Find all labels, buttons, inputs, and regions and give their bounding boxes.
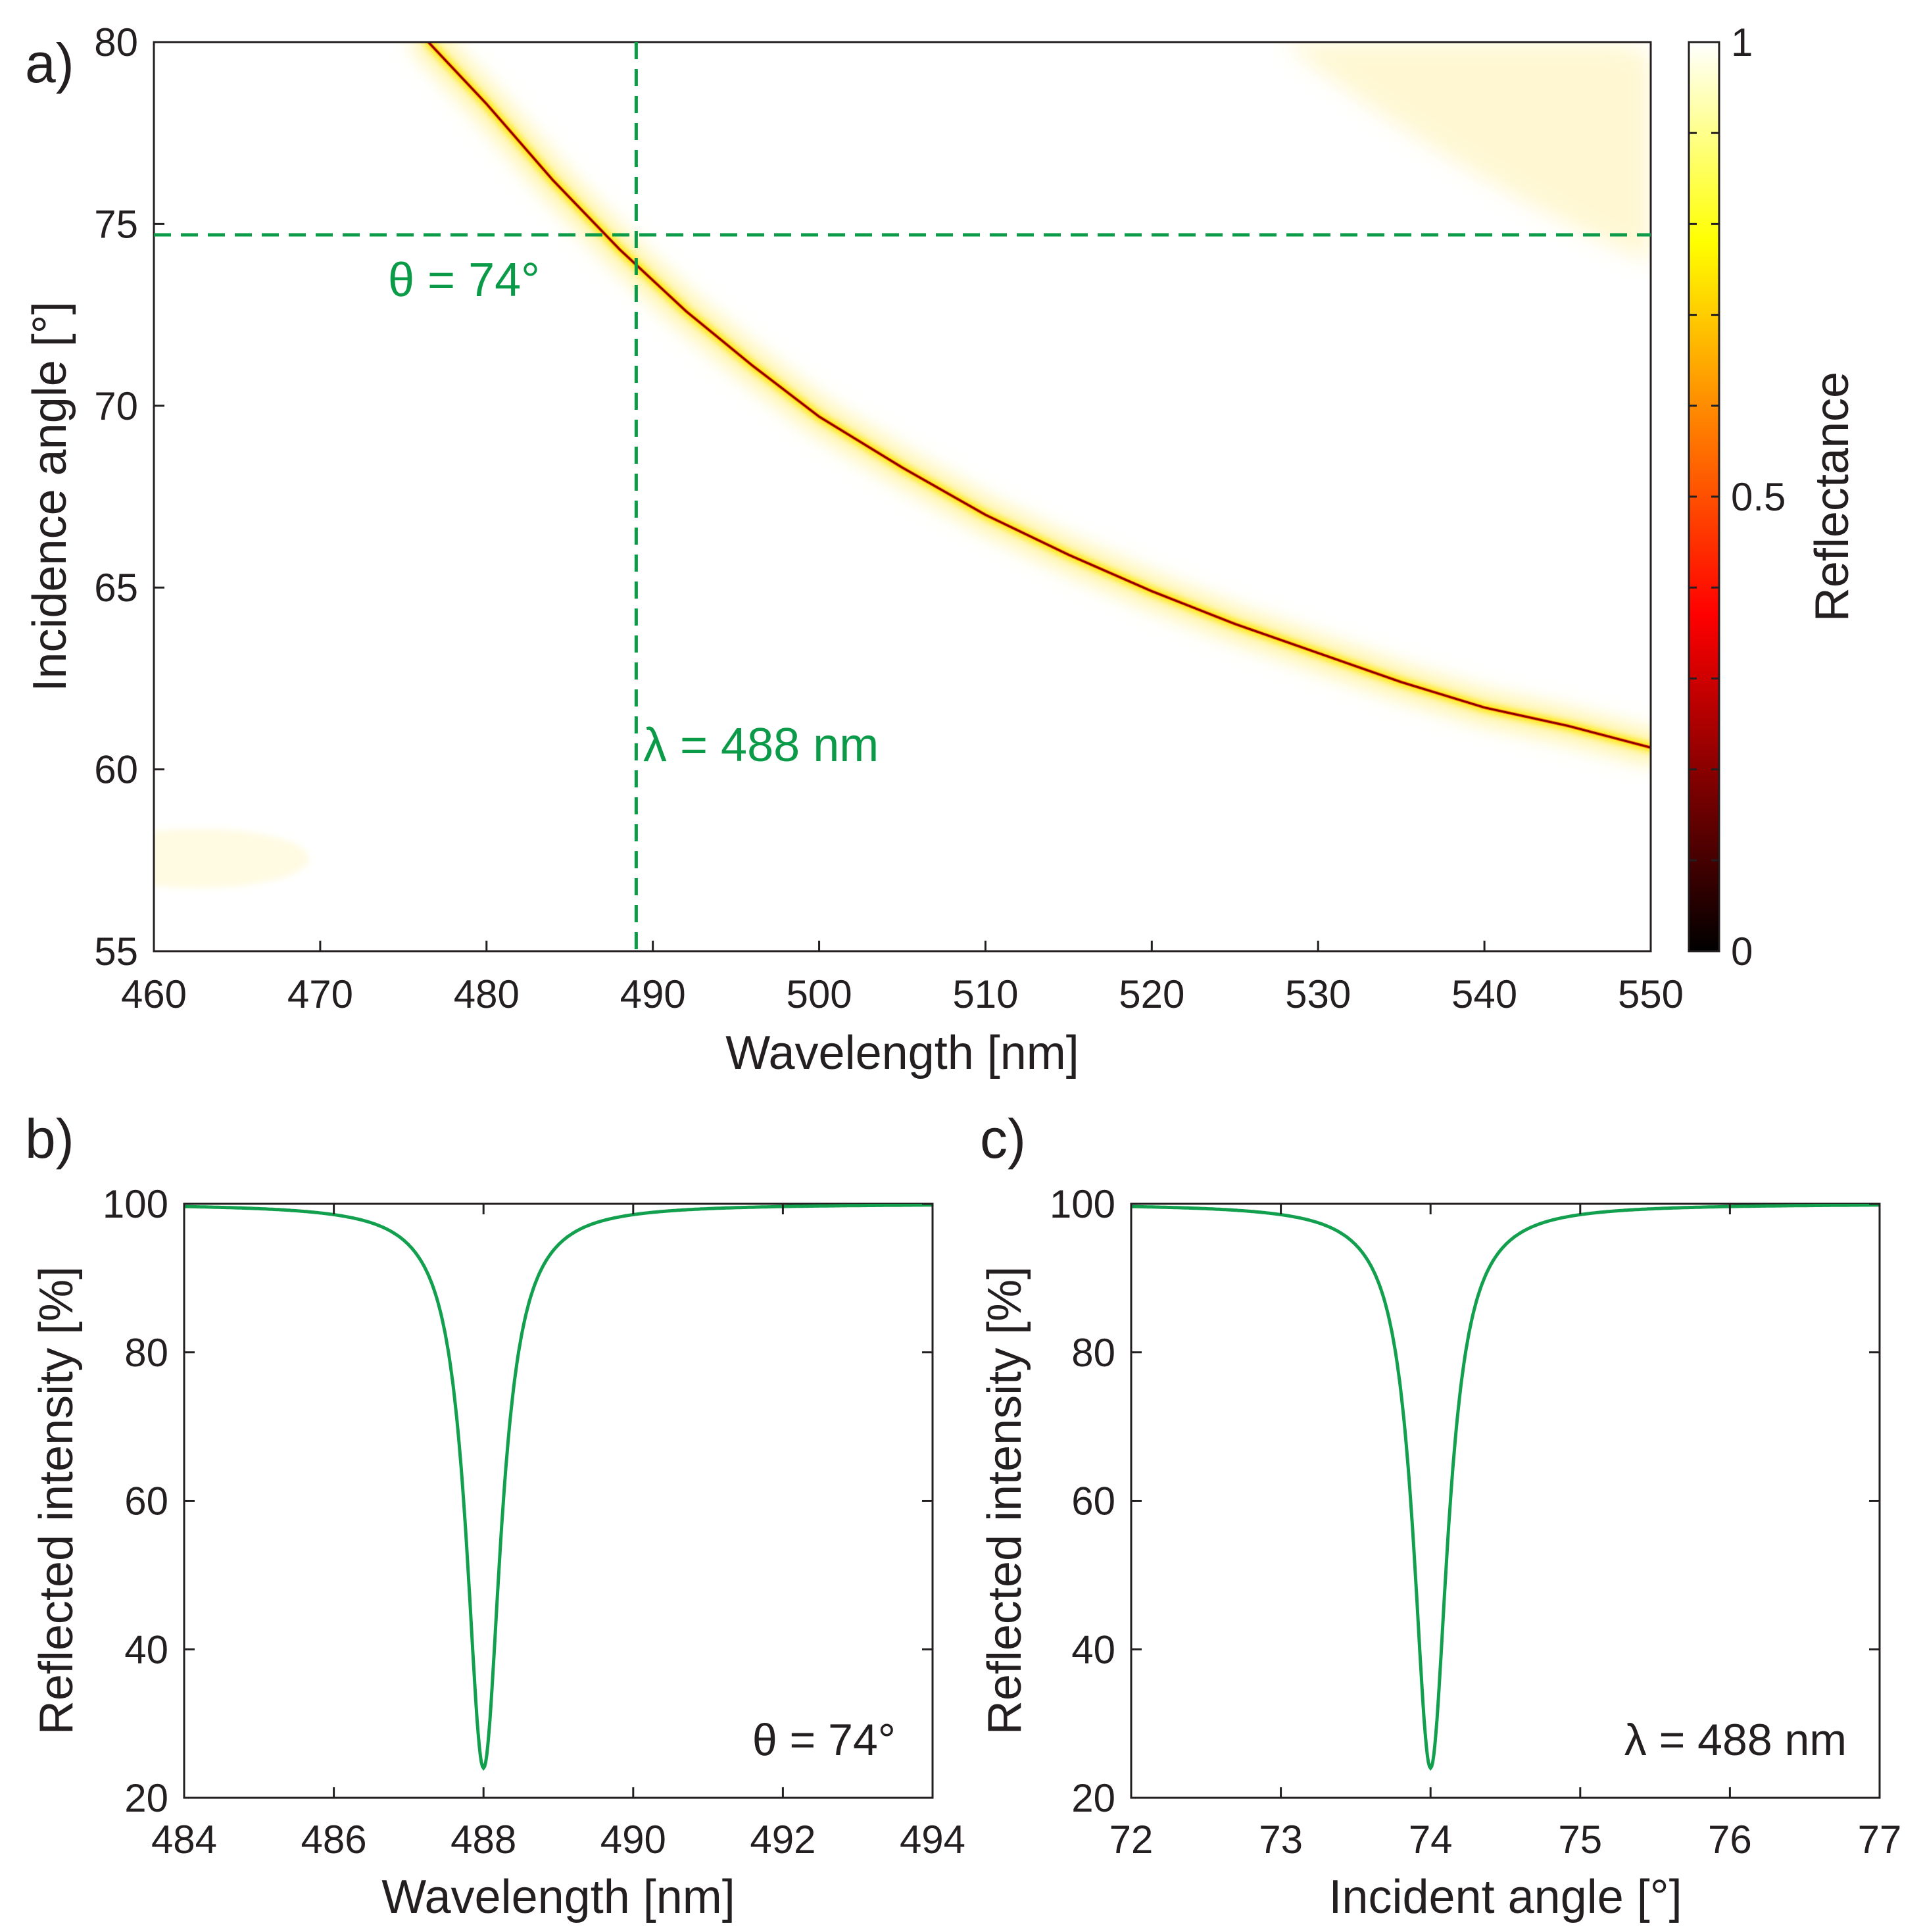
y-tick-label: 80 (124, 1331, 168, 1375)
panel-c-label: c) (980, 1108, 1026, 1170)
y-tick-label: 40 (124, 1627, 168, 1672)
heatmap-background (154, 42, 1651, 951)
x-tick-label: 490 (600, 1818, 666, 1862)
plot-frame-c (1130, 1202, 1881, 1799)
x-axis-label-a: Wavelength [nm] (725, 1027, 1079, 1079)
x-tick-label: 484 (151, 1818, 217, 1862)
angle-annotation-b: θ = 74° (752, 1715, 896, 1765)
panel-a-label: a) (25, 32, 74, 94)
x-tick-label: 492 (750, 1818, 815, 1862)
x-tick-label: 494 (900, 1818, 965, 1862)
x-axis-label-c: Incident angle [°] (1328, 1871, 1682, 1923)
x-tick-label: 73 (1259, 1818, 1303, 1862)
reflectance-line-b (184, 1204, 933, 1771)
y-tick-label-a: 65 (94, 566, 138, 610)
reflectance-line-c (1131, 1204, 1880, 1771)
y-tick-label: 100 (1050, 1182, 1115, 1226)
x-tick-label-a: 470 (287, 972, 353, 1016)
x-tick-label-a: 480 (454, 972, 520, 1016)
x-tick-label-a: 500 (787, 972, 852, 1016)
y-tick-label-a: 55 (94, 929, 138, 974)
x-tick-label-a: 460 (121, 972, 187, 1016)
y-tick-label: 20 (124, 1776, 168, 1820)
y-tick-label: 80 (1071, 1331, 1115, 1375)
x-tick-label: 75 (1558, 1818, 1602, 1862)
y-axis-label-b: Reflected intensity [%] (30, 1266, 83, 1735)
x-tick-label: 72 (1109, 1818, 1154, 1862)
y-tick-label: 100 (103, 1182, 168, 1226)
y-tick-label: 60 (1071, 1479, 1115, 1523)
y-tick-label: 60 (124, 1479, 168, 1523)
wavelength-annotation-c: λ = 488 nm (1624, 1715, 1847, 1765)
colorbar-tick-label: 0 (1731, 929, 1753, 974)
panel-b: b) 484 486 488 490 492 494 20 40 60 80 100 θ = 74°… (25, 1108, 965, 1923)
y-tick-label-a: 70 (94, 384, 138, 428)
y-tick-label: 20 (1071, 1776, 1115, 1820)
x-tick-label: 77 (1858, 1818, 1902, 1862)
panel-b-label: b) (25, 1108, 74, 1170)
resonance-core (427, 42, 1651, 749)
y-axis-label-a: Incidence angle [°] (24, 301, 76, 691)
heatmap-field (154, 42, 1651, 888)
colorbar-tick-label: 1 (1731, 20, 1753, 64)
plot-frame-b (183, 1202, 934, 1799)
x-tick-label-a: 540 (1451, 972, 1517, 1016)
x-tick-label-a: 530 (1285, 972, 1351, 1016)
panel-c: c) 72 73 74 75 76 77 20 40 60 80 100 λ = 488 nm In… (979, 1108, 1901, 1923)
colorbar-label: Reflectance (1806, 372, 1859, 622)
y-tick-label-a: 75 (94, 202, 138, 246)
y-tick-label-a: 60 (94, 748, 138, 792)
y-tick-label: 40 (1071, 1627, 1115, 1672)
y-tick-label-a: 80 (94, 20, 138, 64)
heatmap-frame (153, 41, 1652, 953)
x-tick-label: 486 (301, 1818, 367, 1862)
x-tick-label-a: 490 (620, 972, 686, 1016)
heatmap-faint-blob-left (154, 829, 309, 888)
y-axis-label-c: Reflected intensity [%] (979, 1266, 1031, 1735)
heatmap-faint-band-upper-right (1282, 42, 1651, 263)
x-tick-label: 74 (1409, 1818, 1453, 1862)
colorbar-tick-label: 0.5 (1731, 475, 1786, 519)
x-axis-label-b: Wavelength [nm] (381, 1871, 735, 1923)
x-tick-label-a: 510 (952, 972, 1018, 1016)
x-tick-label: 76 (1708, 1818, 1752, 1862)
angle-annotation: θ = 74° (388, 254, 540, 307)
panel-a: a) θ = 74° λ = 488 nm 460 470 480 490 500 510… (24, 20, 1859, 1079)
x-tick-label-a: 520 (1119, 972, 1184, 1016)
x-tick-label: 488 (450, 1818, 516, 1862)
x-tick-label-a: 550 (1618, 972, 1684, 1016)
wavelength-annotation: λ = 488 nm (643, 719, 879, 772)
